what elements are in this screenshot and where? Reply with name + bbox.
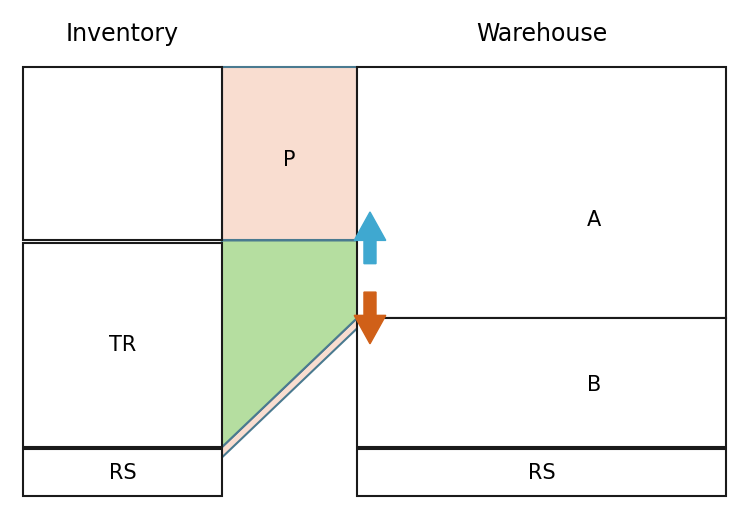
Bar bbox=[23, 67, 222, 240]
Polygon shape bbox=[222, 227, 357, 240]
Text: A: A bbox=[587, 210, 601, 230]
FancyArrow shape bbox=[354, 212, 386, 264]
Bar bbox=[357, 67, 726, 318]
Bar bbox=[23, 243, 222, 447]
Text: Warehouse: Warehouse bbox=[476, 22, 607, 45]
Bar bbox=[23, 449, 222, 496]
Polygon shape bbox=[222, 240, 357, 447]
Text: TR: TR bbox=[109, 335, 136, 355]
Bar bbox=[222, 67, 357, 240]
Polygon shape bbox=[222, 318, 357, 458]
Text: P: P bbox=[284, 150, 296, 170]
Bar bbox=[357, 449, 726, 496]
Bar bbox=[357, 318, 726, 447]
FancyArrow shape bbox=[354, 292, 386, 344]
Text: RS: RS bbox=[528, 463, 555, 482]
Text: Inventory: Inventory bbox=[66, 22, 179, 45]
Text: RS: RS bbox=[109, 463, 136, 482]
Text: B: B bbox=[587, 375, 601, 395]
